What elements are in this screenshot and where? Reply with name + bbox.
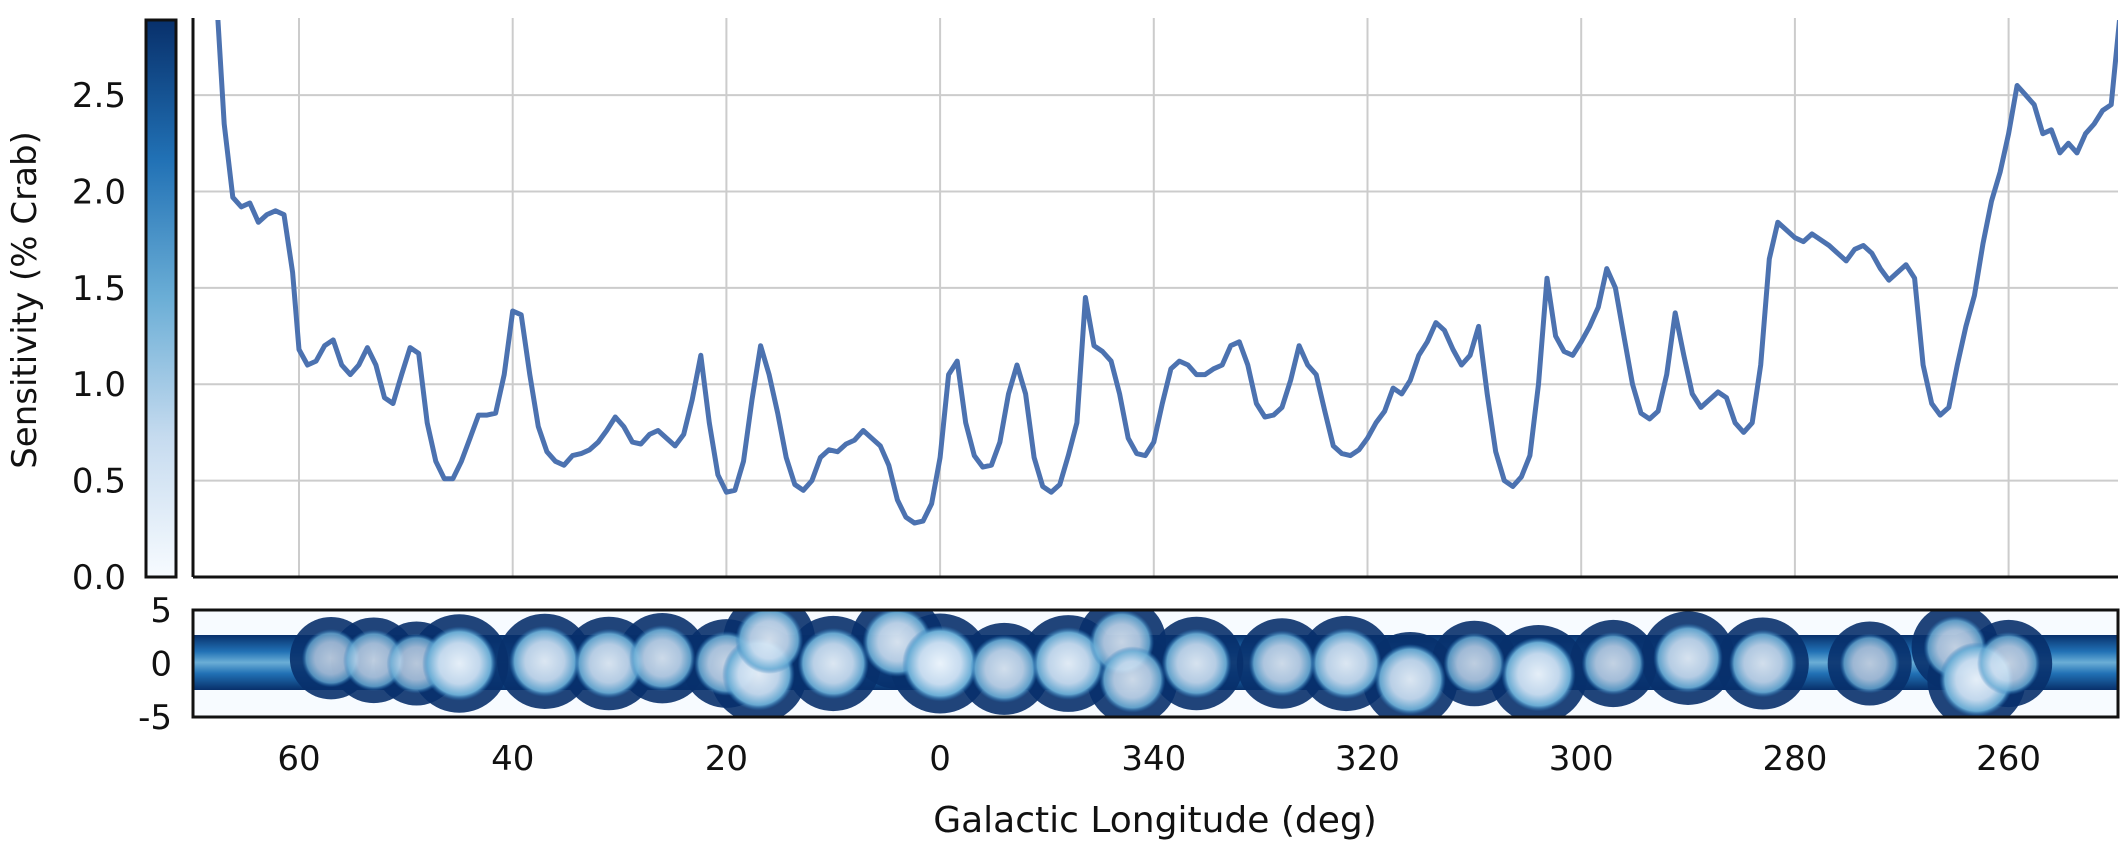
y-tick-label: 0.5 <box>72 462 126 502</box>
hotspot <box>422 626 497 701</box>
hotspot <box>1031 627 1105 700</box>
x-tick-label: 40 <box>491 739 534 779</box>
hotspot <box>629 624 696 692</box>
y-axis-label: Sensitivity (% Crab) <box>5 131 45 469</box>
colorbar-gradient <box>144 18 178 579</box>
hotspot <box>574 628 644 699</box>
x-tick-label: 320 <box>1335 739 1400 779</box>
x-tick-label: 280 <box>1762 739 1827 779</box>
hotspot <box>1310 627 1382 700</box>
x-tick-label: 300 <box>1549 739 1614 779</box>
sensitivity-line <box>215 20 2118 526</box>
hotspot <box>1161 628 1232 699</box>
map-y-tick-labels: 5 0 -5 <box>138 591 172 738</box>
x-tick-label: 340 <box>1121 739 1186 779</box>
x-tick-label: 60 <box>277 739 320 779</box>
hotspot <box>1653 623 1723 693</box>
sensitivity-plot: 0.0 0.5 1.0 1.5 2.0 2.5 Sensitivity (% Crab) <box>5 18 2118 598</box>
hotspot <box>1374 643 1446 716</box>
map-y-tick-label: 5 <box>150 591 172 631</box>
y-tick-label: 1.5 <box>72 269 126 309</box>
x-axis-label: Galactic Longitude (deg) <box>933 800 1377 841</box>
hotspot <box>1248 630 1316 697</box>
y-tick-label: 2.0 <box>72 172 126 212</box>
x-tick-label: 20 <box>705 739 748 779</box>
hotspot <box>1977 631 2041 696</box>
hotspot <box>735 610 804 674</box>
map-y-tick-label: -5 <box>138 698 172 738</box>
hotspot <box>1581 631 1645 696</box>
y-tick-label: 2.5 <box>72 76 126 116</box>
x-tick-labels: 60 40 20 0 340 320 300 280 260 <box>277 739 2041 779</box>
hotspot <box>1099 646 1166 713</box>
y-tick-labels: 0.0 0.5 1.0 1.5 2.0 2.5 <box>72 76 126 598</box>
hotspot <box>797 627 869 700</box>
exposure-hotspots <box>289 610 2053 717</box>
x-tick-label: 0 <box>929 739 951 779</box>
hotspot <box>1728 629 1797 698</box>
hotspot <box>1443 632 1506 695</box>
y-tick-label: 0.0 <box>72 558 126 598</box>
colorbar <box>144 18 178 579</box>
hotspot <box>1839 633 1900 694</box>
map-y-tick-label: 0 <box>150 645 172 685</box>
hotspot <box>1501 637 1576 712</box>
hotspot <box>970 634 1039 703</box>
grid <box>193 18 2118 577</box>
hotspot <box>509 625 581 697</box>
sky-map-frame <box>191 608 2120 719</box>
sky-map: 5 0 -5 60 40 20 0 340 320 300 280 260 Galactic Lon… <box>138 591 2120 841</box>
hotspot <box>902 625 979 702</box>
y-tick-label: 1.0 <box>72 365 126 405</box>
x-tick-label: 260 <box>1976 739 2041 779</box>
